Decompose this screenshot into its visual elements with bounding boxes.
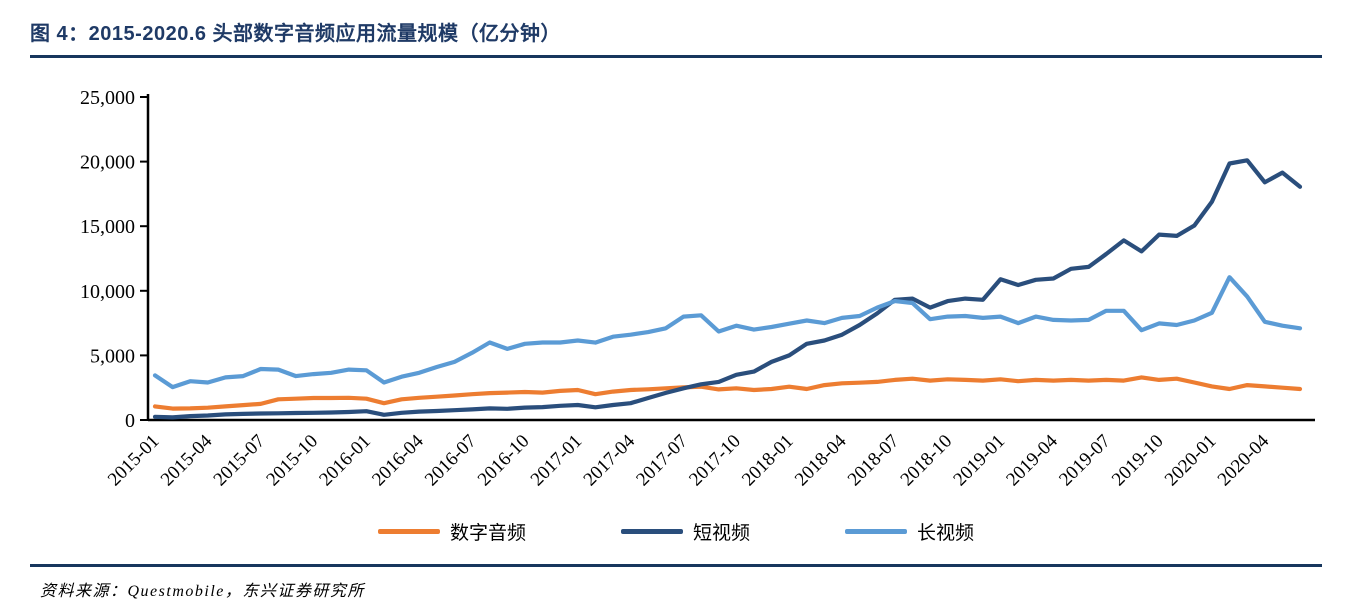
legend-item-long-video: 长视频: [845, 518, 974, 545]
series-line-audio: [152, 375, 1303, 411]
x-tick-label: 2020-04: [1214, 430, 1274, 490]
x-tick-label: 2019-04: [1002, 430, 1062, 490]
x-tick-label: 2016-04: [368, 430, 428, 490]
footer-divider: [30, 564, 1322, 567]
x-tick-label: 2017-07: [632, 431, 692, 491]
x-tick-label: 2017-10: [685, 431, 745, 491]
y-tick-label: 10,000: [80, 281, 135, 303]
y-tick-label: 15,000: [80, 216, 135, 238]
legend-label-short-video: 短视频: [692, 523, 750, 544]
x-tick-label: 2015-07: [210, 431, 270, 491]
x-tick-label: 2015-10: [262, 431, 322, 491]
x-tick-label: 2019-10: [1108, 431, 1168, 491]
y-tick-label: 25,000: [80, 87, 135, 109]
x-tick-label: 2018-01: [738, 431, 798, 491]
series-line-long-video: [152, 275, 1303, 390]
legend-line-swatch-short-video: [620, 529, 683, 534]
chart-legend: 数字音频 短视频 长视频: [0, 518, 1352, 545]
x-tick-label: 2016-07: [421, 431, 481, 491]
title-divider: [30, 55, 1322, 58]
x-tick-label: 2018-10: [897, 431, 957, 491]
x-tick-label: 2015-01: [104, 431, 164, 491]
y-tick-label: 20,000: [80, 152, 135, 174]
x-tick-label: 2018-04: [791, 430, 851, 490]
legend-label-audio: 数字音频: [449, 523, 526, 544]
x-tick-label: 2016-10: [474, 431, 534, 491]
legend-line-swatch-long-video: [845, 529, 907, 534]
legend-item-audio: 数字音频: [377, 518, 526, 545]
source-note: 资料来源：Questmobile，东兴证券研究所: [40, 583, 365, 600]
x-tick-label: 2019-01: [949, 431, 1009, 491]
x-tick-label: 2017-04: [580, 430, 640, 490]
y-tick-label: 0: [125, 410, 135, 432]
figure-title: 图 4：2015-2020.6 头部数字音频应用流量规模（亿分钟）: [30, 23, 562, 45]
y-tick-label: 5,000: [90, 345, 135, 367]
x-tick-label: 2017-01: [527, 431, 587, 491]
legend-line-swatch-audio: [377, 529, 440, 534]
legend-label-long-video: 长视频: [917, 523, 975, 544]
x-tick-label: 2016-01: [315, 431, 375, 491]
x-tick-label: 2018-07: [844, 431, 904, 491]
series-line-short-video: [152, 158, 1303, 420]
x-tick-label: 2015-04: [157, 430, 217, 490]
legend-item-short-video: 短视频: [620, 518, 750, 545]
x-tick-label: 2020-01: [1161, 431, 1221, 491]
x-tick-label: 2019-07: [1055, 431, 1115, 491]
